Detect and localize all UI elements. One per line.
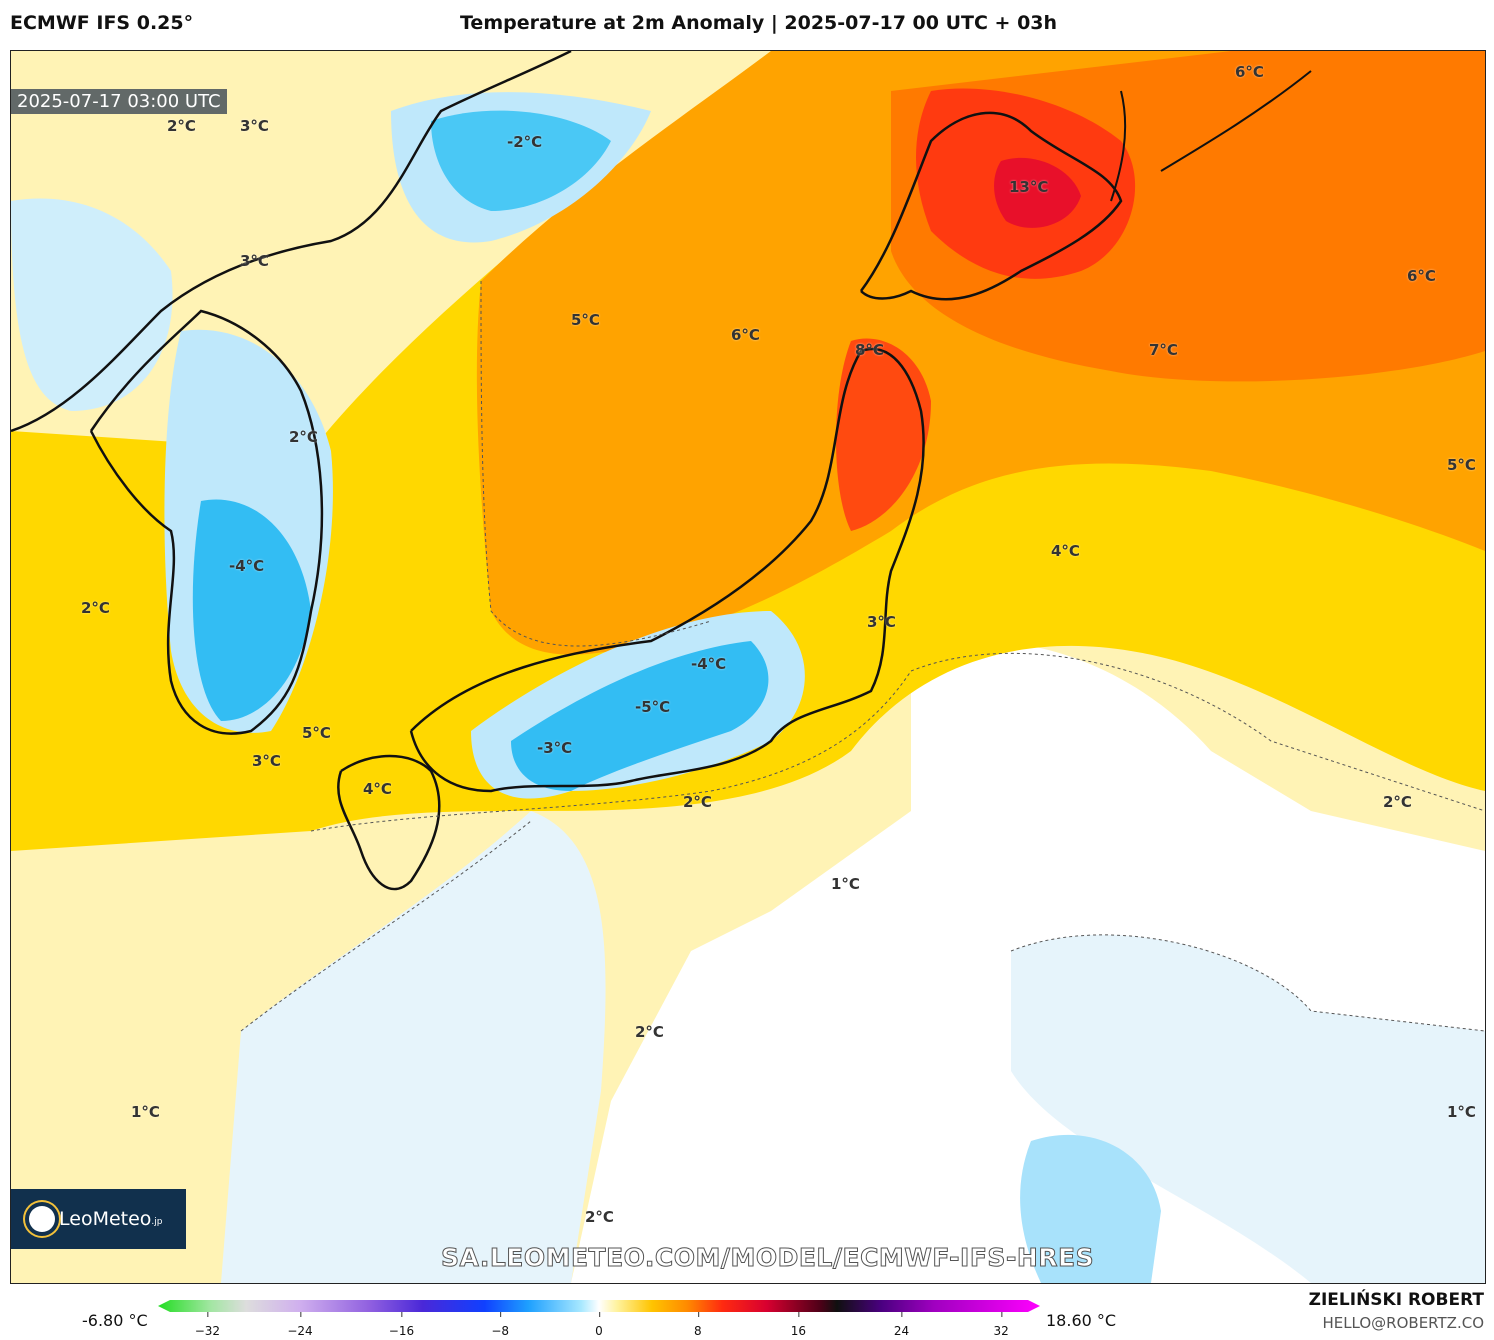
contour-3 — [240, 820, 532, 1032]
contour-label: 1°C — [831, 875, 860, 893]
anomaly-map[interactable]: 2025-07-17 03:00 UTC 2°C 3°C -2°C 3°C 5°… — [10, 50, 1486, 1284]
legend-tick: −24 — [287, 1312, 313, 1338]
contour-label: 3°C — [252, 752, 281, 770]
contour-label: 4°C — [363, 780, 392, 798]
map-canvas — [11, 51, 1485, 1283]
contour-label: 2°C — [683, 793, 712, 811]
legend-tick: −32 — [194, 1312, 221, 1338]
legend-ticks: −32 −24 −16 −8 0 8 16 24 32 — [158, 1312, 1040, 1340]
legend-tick: 32 — [993, 1312, 1009, 1338]
coastline-hokkaido — [859, 111, 1123, 301]
contour-label: 5°C — [571, 311, 600, 329]
coastline-sakhalin-kuril — [1110, 70, 1312, 202]
contour-label: -4°C — [229, 557, 265, 575]
contour-label: 4°C — [1051, 542, 1080, 560]
contour-label: 3°C — [867, 613, 896, 631]
legend-tick: 24 — [893, 1312, 910, 1338]
legend-tick: 16 — [790, 1312, 806, 1338]
legend-tick: 8 — [693, 1312, 702, 1338]
legend-colorbar — [158, 1300, 1040, 1312]
contour-label: 1°C — [1447, 1103, 1476, 1121]
contour-label: -4°C — [691, 655, 727, 673]
legend-max-label: 18.60 °C — [1046, 1311, 1117, 1330]
cold-core-honshu — [511, 641, 769, 791]
author-email[interactable]: HELLO@ROBERTZ.CO — [1322, 1314, 1484, 1332]
coastline-mainland — [11, 51, 572, 433]
hot-core-hokkaido — [994, 157, 1081, 228]
coastline-kyushu — [337, 754, 441, 891]
legend-tick: −16 — [388, 1312, 415, 1338]
coastline-honshu — [409, 347, 925, 793]
contour-label: 3°C — [240, 252, 269, 270]
contour-label: -3°C — [537, 739, 573, 757]
hot-spot-tohoku — [836, 338, 931, 531]
cold-zone-west — [11, 198, 173, 411]
coastline-korea — [89, 309, 324, 735]
contour-1 — [310, 652, 1485, 832]
contour-label: 5°C — [1447, 456, 1476, 474]
cold-patch-southeast — [1020, 1134, 1161, 1283]
contour-label: 2°C — [1383, 793, 1412, 811]
source-watermark: SA.LEOMETEO.COM/MODEL/ECMWF-IFS-HRES — [440, 1243, 1095, 1273]
contour-4 — [1010, 934, 1485, 1032]
cold-core-korea — [192, 499, 311, 721]
logo-suffix: .jp — [151, 1217, 163, 1227]
contour-label: -2°C — [507, 133, 543, 151]
legend-min-label: -6.80 °C — [82, 1311, 148, 1330]
contour-label: 6°C — [731, 326, 760, 344]
sun-icon — [29, 1206, 55, 1232]
contour-label: 2°C — [289, 428, 318, 446]
author-name: ZIELIŃSKI ROBERT — [1308, 1290, 1484, 1310]
cool-area-southeast — [1011, 934, 1485, 1283]
contour-label: 2°C — [167, 117, 196, 135]
contour-label: 7°C — [1149, 341, 1178, 359]
map-title: Temperature at 2m Anomaly | 2025-07-17 0… — [460, 12, 1058, 34]
legend-tick: −8 — [491, 1312, 510, 1338]
contour-label: 6°C — [1235, 63, 1264, 81]
contour-label: 8°C — [855, 341, 884, 359]
contour-label: 3°C — [240, 117, 269, 135]
contour-label: -5°C — [635, 698, 671, 716]
contour-label: 2°C — [635, 1023, 664, 1041]
legend-tick: 0 — [595, 1312, 603, 1338]
logo-text: LeoMeteo — [59, 1208, 152, 1230]
contour-label: 13°C — [1009, 178, 1049, 196]
model-name: ECMWF IFS 0.25° — [10, 12, 194, 34]
contour-label: 5°C — [302, 724, 331, 742]
valid-time-badge: 2025-07-17 03:00 UTC — [11, 89, 227, 114]
contour-label: 2°C — [585, 1208, 614, 1226]
contour-label: 1°C — [131, 1103, 160, 1121]
contour-label: 6°C — [1407, 267, 1436, 285]
cold-core-north — [431, 110, 611, 211]
contour-label: 2°C — [81, 599, 110, 617]
leometeo-logo[interactable]: LeoMeteo .jp — [11, 1189, 186, 1249]
cool-area-south — [221, 811, 606, 1283]
